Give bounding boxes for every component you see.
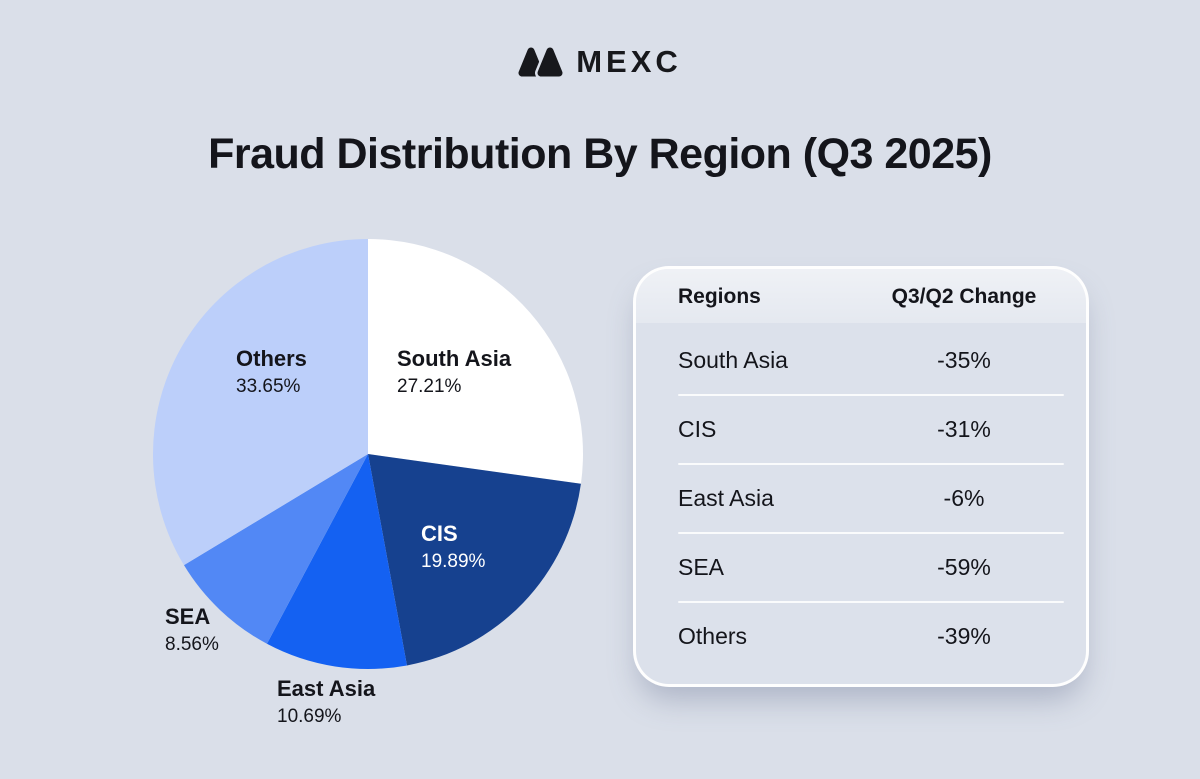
row-change: -6% bbox=[943, 485, 985, 511]
region-change-card: Regions Q3/Q2 Change South Asia -35% CIS… bbox=[633, 266, 1089, 687]
row-region: CIS bbox=[678, 416, 717, 442]
slice-percent: 33.65% bbox=[236, 375, 301, 397]
pie-slice-others bbox=[153, 239, 368, 566]
pie-label-others: Others 33.65% bbox=[236, 346, 307, 398]
row-region: South Asia bbox=[678, 347, 788, 373]
slice-percent: 8.56% bbox=[165, 633, 219, 655]
mexc-logo-icon bbox=[518, 45, 565, 79]
row-change: -31% bbox=[937, 416, 991, 442]
mexc-logo: MEXC bbox=[0, 44, 1200, 80]
row-divider bbox=[678, 394, 1064, 396]
header-regions: Regions bbox=[678, 285, 761, 308]
table-header: Regions Q3/Q2 Change bbox=[636, 269, 1086, 323]
table-row-sea: SEA -59% bbox=[636, 534, 1086, 601]
pie-label-cis: CIS 19.89% bbox=[421, 521, 485, 573]
table-row-others: Others -39% bbox=[636, 603, 1086, 670]
slice-name: South Asia bbox=[397, 346, 512, 371]
header-change: Q3/Q2 Change bbox=[891, 285, 1037, 308]
row-change: -35% bbox=[937, 347, 991, 373]
pie-label-east-asia: East Asia 10.69% bbox=[277, 676, 375, 728]
row-divider bbox=[678, 463, 1064, 465]
pie-slice-south-asia bbox=[368, 239, 583, 484]
slice-name: CIS bbox=[421, 521, 458, 546]
slice-name: Others bbox=[236, 346, 307, 371]
pie-label-sea: SEA 8.56% bbox=[165, 604, 219, 656]
pie-slice-sea bbox=[183, 454, 368, 644]
row-region: East Asia bbox=[678, 485, 774, 511]
table-body: South Asia -35% CIS -31% East Asia -6% S… bbox=[636, 323, 1086, 680]
pie-chart bbox=[152, 238, 584, 670]
slice-percent: 19.89% bbox=[421, 550, 486, 572]
row-change: -39% bbox=[937, 623, 991, 649]
mexc-logo-text: MEXC bbox=[576, 44, 682, 79]
table-row-cis: CIS -31% bbox=[636, 396, 1086, 463]
row-change: -59% bbox=[937, 554, 991, 580]
row-region: Others bbox=[678, 623, 748, 649]
pie-label-south-asia: South Asia 27.21% bbox=[397, 346, 511, 398]
table-row-south-asia: South Asia -35% bbox=[636, 327, 1086, 394]
slice-percent: 10.69% bbox=[277, 705, 342, 727]
row-divider bbox=[678, 601, 1064, 603]
row-divider bbox=[678, 532, 1064, 534]
row-region: SEA bbox=[678, 554, 725, 580]
table-row-east-asia: East Asia -6% bbox=[636, 465, 1086, 532]
pie-slice-cis bbox=[368, 454, 581, 666]
pie-svg bbox=[153, 239, 583, 670]
pie-slice-east-asia bbox=[266, 454, 407, 670]
slice-name: SEA bbox=[165, 604, 211, 629]
page-title: Fraud Distribution By Region (Q3 2025) bbox=[208, 130, 992, 178]
slice-percent: 27.21% bbox=[397, 375, 462, 397]
slice-name: East Asia bbox=[277, 676, 376, 701]
